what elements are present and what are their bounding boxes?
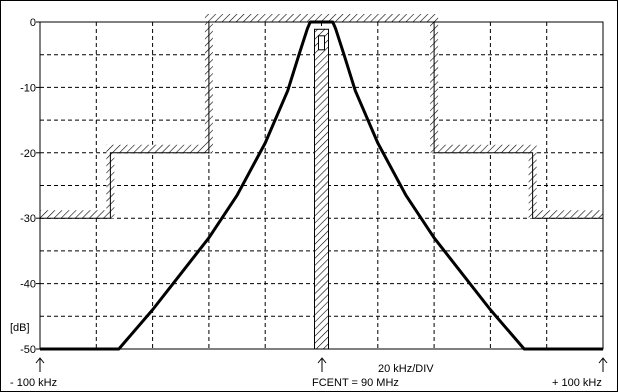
plot-frame (39, 21, 604, 350)
y-tick-label: -30 (20, 213, 36, 225)
x-center-marker (317, 357, 327, 372)
x-right-label: + 100 kHz (552, 377, 602, 389)
x-left-label: - 100 kHz (10, 377, 57, 389)
y-tick-label: 0 (30, 17, 36, 29)
x-left-marker (35, 357, 45, 372)
x-center-label: FCENT = 90 MHz (312, 377, 399, 389)
scale-label: 20 kHz/DIV (378, 363, 434, 375)
y-tick-label: -50 (20, 344, 36, 356)
y-tick-label: -40 (20, 279, 36, 291)
center-mask-notch (318, 35, 325, 51)
y-tick-label: -20 (20, 148, 36, 160)
y-unit-label: [dB] (10, 322, 30, 334)
y-tick-labels: 0 -10 -20 -30 -40 -50 (20, 17, 40, 356)
center-mask-column (314, 28, 329, 350)
x-right-marker (598, 357, 608, 372)
y-tick-label: -10 (20, 82, 36, 94)
